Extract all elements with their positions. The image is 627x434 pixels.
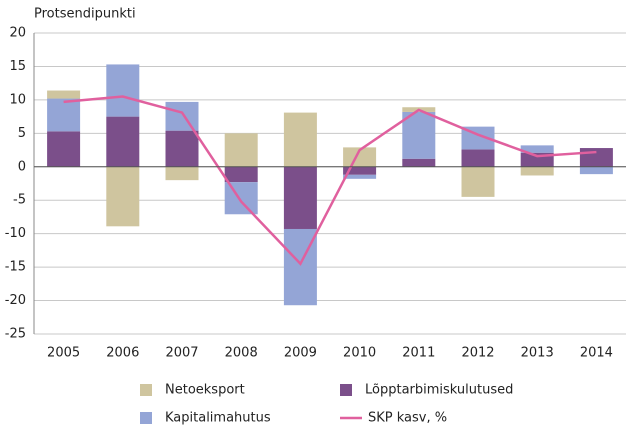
y-tick-label: -5 (13, 193, 26, 208)
bar-segment (402, 111, 436, 159)
y-tick-label: 20 (9, 26, 26, 41)
bar-segment (343, 174, 377, 179)
bar-segment (520, 145, 554, 153)
y-tick-label: -10 (5, 226, 26, 241)
bar-segment (165, 166, 199, 181)
bar-segment (224, 182, 258, 215)
bar-segment (47, 90, 81, 99)
bar-segment (461, 166, 495, 197)
y-tick-label: -25 (5, 327, 26, 342)
bar-segment (165, 130, 199, 167)
bar-segment (106, 116, 140, 167)
x-tick-label: 2006 (106, 346, 139, 361)
bar-segment (283, 112, 317, 167)
bar-segment (106, 64, 140, 117)
bar-segment (579, 148, 613, 167)
bar-segment (343, 147, 377, 167)
bar-segment (224, 166, 258, 183)
y-tick-label: -15 (5, 260, 26, 275)
bar-segment (343, 166, 377, 175)
legend-swatch (340, 384, 352, 396)
legend-label: Netoeksport (165, 383, 245, 398)
bar-segment (47, 98, 81, 132)
x-tick-label: 2010 (343, 346, 376, 361)
x-tick-label: 2012 (461, 346, 494, 361)
legend-swatch (140, 384, 152, 396)
x-tick-label: 2011 (402, 346, 435, 361)
bar-segment (520, 166, 554, 176)
bar-segment (579, 166, 613, 175)
x-tick-label: 2013 (521, 346, 554, 361)
legend-swatch (140, 412, 152, 424)
y-tick-label: 15 (9, 59, 26, 74)
legend-label: Kapitalimahutus (165, 411, 271, 426)
bar-segment (165, 101, 199, 131)
legend-label: SKP kasv, % (368, 411, 447, 426)
bar-segment (224, 133, 258, 167)
y-tick-label: 10 (9, 92, 26, 107)
x-tick-label: 2007 (165, 346, 198, 361)
x-tick-label: 2014 (580, 346, 613, 361)
bar-segment (47, 131, 81, 167)
bar-segment (283, 166, 317, 229)
line (63, 95, 597, 266)
legend-label: Lõpptarbimiskulutused (365, 383, 513, 398)
x-tick-label: 2009 (284, 346, 317, 361)
y-tick-label: -20 (5, 293, 26, 308)
x-tick-label: 2008 (225, 346, 258, 361)
bar-segment (106, 166, 140, 227)
y-tick-label: 0 (18, 159, 26, 174)
y-axis-title: Protsendipunkti (34, 7, 136, 22)
y-tick-label: 5 (18, 126, 26, 141)
bar-segment (402, 158, 436, 167)
x-tick-label: 2005 (47, 346, 80, 361)
bar-segment (461, 149, 495, 167)
